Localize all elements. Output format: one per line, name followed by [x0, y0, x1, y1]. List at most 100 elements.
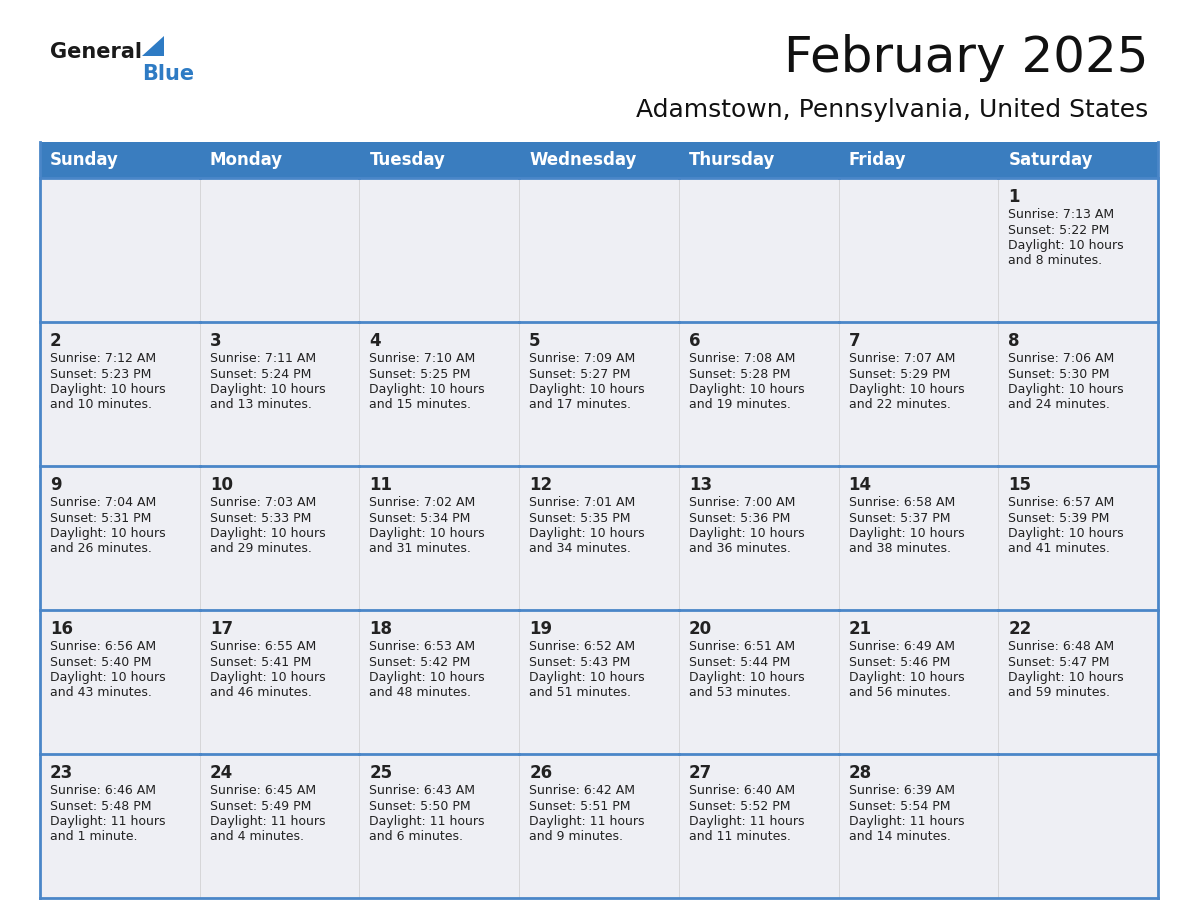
Bar [839, 610, 998, 754]
Text: 6: 6 [689, 332, 701, 350]
Text: Sunrise: 7:02 AM: Sunrise: 7:02 AM [369, 496, 475, 509]
Text: Daylight: 10 hours: Daylight: 10 hours [689, 383, 804, 396]
Text: Daylight: 10 hours: Daylight: 10 hours [529, 527, 645, 540]
Text: Daylight: 11 hours: Daylight: 11 hours [210, 815, 326, 828]
Text: and 46 minutes.: and 46 minutes. [210, 687, 311, 700]
Bar [200, 178, 360, 322]
Text: and 29 minutes.: and 29 minutes. [210, 543, 311, 555]
Text: 16: 16 [50, 620, 72, 638]
Text: Daylight: 10 hours: Daylight: 10 hours [1009, 383, 1124, 396]
Text: 25: 25 [369, 764, 392, 782]
Text: 5: 5 [529, 332, 541, 350]
Text: Sunrise: 6:58 AM: Sunrise: 6:58 AM [848, 496, 955, 509]
Bar [40, 142, 200, 178]
Text: 20: 20 [689, 620, 712, 638]
Text: Sunset: 5:33 PM: Sunset: 5:33 PM [210, 511, 311, 524]
Text: Daylight: 11 hours: Daylight: 11 hours [848, 815, 965, 828]
Text: Sunset: 5:42 PM: Sunset: 5:42 PM [369, 655, 470, 668]
Text: Sunday: Sunday [50, 151, 119, 169]
Text: and 17 minutes.: and 17 minutes. [529, 398, 631, 411]
Text: Sunrise: 6:56 AM: Sunrise: 6:56 AM [50, 640, 156, 653]
Text: and 13 minutes.: and 13 minutes. [210, 398, 311, 411]
Bar [839, 322, 998, 466]
Bar [998, 610, 1158, 754]
Text: and 6 minutes.: and 6 minutes. [369, 831, 463, 844]
Text: and 31 minutes.: and 31 minutes. [369, 543, 472, 555]
Text: and 11 minutes.: and 11 minutes. [689, 831, 791, 844]
Bar [519, 466, 678, 610]
Text: Daylight: 10 hours: Daylight: 10 hours [50, 671, 165, 684]
Text: and 56 minutes.: and 56 minutes. [848, 687, 950, 700]
Text: Sunset: 5:24 PM: Sunset: 5:24 PM [210, 367, 311, 380]
Text: Blue: Blue [143, 64, 194, 84]
Text: Daylight: 10 hours: Daylight: 10 hours [369, 383, 485, 396]
Text: 13: 13 [689, 476, 712, 494]
Text: Sunset: 5:25 PM: Sunset: 5:25 PM [369, 367, 470, 380]
Bar [40, 178, 200, 322]
Text: and 43 minutes.: and 43 minutes. [50, 687, 152, 700]
Text: Sunrise: 7:10 AM: Sunrise: 7:10 AM [369, 352, 475, 365]
Text: Sunset: 5:37 PM: Sunset: 5:37 PM [848, 511, 950, 524]
Bar [40, 466, 200, 610]
Bar [998, 466, 1158, 610]
Text: Sunrise: 6:46 AM: Sunrise: 6:46 AM [50, 784, 156, 797]
Text: 1: 1 [1009, 188, 1019, 206]
Text: Daylight: 10 hours: Daylight: 10 hours [50, 383, 165, 396]
Text: Sunrise: 6:49 AM: Sunrise: 6:49 AM [848, 640, 955, 653]
Text: Sunset: 5:51 PM: Sunset: 5:51 PM [529, 800, 631, 812]
Text: 7: 7 [848, 332, 860, 350]
Text: Daylight: 10 hours: Daylight: 10 hours [848, 671, 965, 684]
Text: 17: 17 [210, 620, 233, 638]
Text: Sunset: 5:44 PM: Sunset: 5:44 PM [689, 655, 790, 668]
Text: Sunset: 5:50 PM: Sunset: 5:50 PM [369, 800, 472, 812]
Text: Sunset: 5:47 PM: Sunset: 5:47 PM [1009, 655, 1110, 668]
Text: Sunrise: 6:55 AM: Sunrise: 6:55 AM [210, 640, 316, 653]
Text: 18: 18 [369, 620, 392, 638]
Text: 21: 21 [848, 620, 872, 638]
Text: and 51 minutes.: and 51 minutes. [529, 687, 631, 700]
Text: Daylight: 10 hours: Daylight: 10 hours [848, 527, 965, 540]
Text: Daylight: 11 hours: Daylight: 11 hours [50, 815, 165, 828]
Text: 22: 22 [1009, 620, 1031, 638]
Text: Sunset: 5:48 PM: Sunset: 5:48 PM [50, 800, 152, 812]
Text: Daylight: 11 hours: Daylight: 11 hours [369, 815, 485, 828]
Text: Sunrise: 7:07 AM: Sunrise: 7:07 AM [848, 352, 955, 365]
Text: General: General [50, 42, 143, 62]
Text: 14: 14 [848, 476, 872, 494]
Text: 12: 12 [529, 476, 552, 494]
Text: Sunrise: 6:53 AM: Sunrise: 6:53 AM [369, 640, 475, 653]
Text: and 36 minutes.: and 36 minutes. [689, 543, 791, 555]
Bar [839, 178, 998, 322]
Text: Daylight: 11 hours: Daylight: 11 hours [529, 815, 645, 828]
Text: Sunset: 5:52 PM: Sunset: 5:52 PM [689, 800, 790, 812]
Text: Sunrise: 6:43 AM: Sunrise: 6:43 AM [369, 784, 475, 797]
Bar [998, 142, 1158, 178]
Bar [360, 322, 519, 466]
Text: 23: 23 [50, 764, 74, 782]
Bar [40, 322, 200, 466]
Text: Daylight: 10 hours: Daylight: 10 hours [1009, 527, 1124, 540]
Polygon shape [143, 36, 164, 56]
Text: Daylight: 10 hours: Daylight: 10 hours [1009, 239, 1124, 252]
Bar [678, 178, 839, 322]
Text: Sunrise: 7:09 AM: Sunrise: 7:09 AM [529, 352, 636, 365]
Text: Daylight: 10 hours: Daylight: 10 hours [689, 527, 804, 540]
Text: February 2025: February 2025 [784, 34, 1148, 82]
Text: Daylight: 10 hours: Daylight: 10 hours [210, 671, 326, 684]
Text: and 59 minutes.: and 59 minutes. [1009, 687, 1111, 700]
Bar [360, 178, 519, 322]
Text: 28: 28 [848, 764, 872, 782]
Text: Sunrise: 7:08 AM: Sunrise: 7:08 AM [689, 352, 795, 365]
Text: Sunrise: 7:03 AM: Sunrise: 7:03 AM [210, 496, 316, 509]
Bar [200, 610, 360, 754]
Text: Sunrise: 6:51 AM: Sunrise: 6:51 AM [689, 640, 795, 653]
Text: 3: 3 [210, 332, 221, 350]
Bar [360, 754, 519, 898]
Text: Sunrise: 7:12 AM: Sunrise: 7:12 AM [50, 352, 156, 365]
Text: Sunrise: 6:40 AM: Sunrise: 6:40 AM [689, 784, 795, 797]
Text: Friday: Friday [848, 151, 906, 169]
Text: and 41 minutes.: and 41 minutes. [1009, 543, 1110, 555]
Text: Adamstown, Pennsylvania, United States: Adamstown, Pennsylvania, United States [636, 98, 1148, 122]
Text: Thursday: Thursday [689, 151, 776, 169]
Text: Sunset: 5:28 PM: Sunset: 5:28 PM [689, 367, 790, 380]
